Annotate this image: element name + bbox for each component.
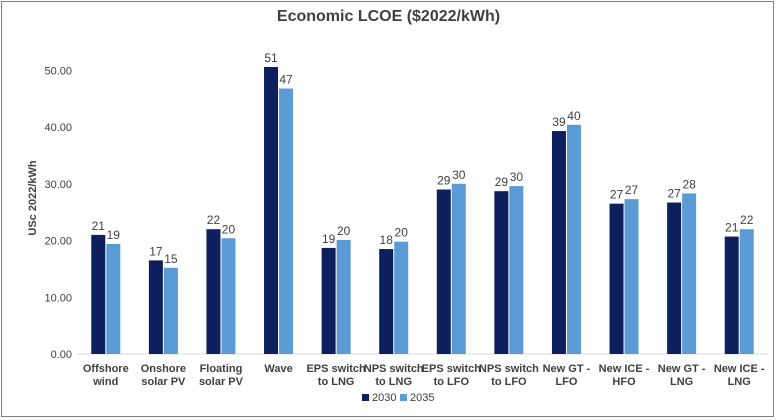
data-label-2030-0: 21: [92, 219, 106, 233]
y-tick-label: 50.00: [44, 65, 72, 77]
bar-2030-1: [148, 260, 163, 354]
data-label-2035-3: 47: [279, 73, 293, 87]
data-label-2030-2: 22: [207, 213, 221, 227]
data-label-2035-2: 20: [222, 222, 236, 236]
y-tick-label: 10.00: [44, 292, 72, 304]
chart-title: Economic LCOE ($2022/kWh): [276, 8, 501, 25]
y-tick-label: 40.00: [44, 122, 72, 134]
data-label-2030-6: 29: [437, 173, 451, 187]
category-label: Offshore: [83, 363, 129, 375]
category-label: HFO: [612, 376, 636, 388]
category-label: NPS switch: [364, 363, 424, 375]
category-label: LNG: [670, 376, 693, 388]
category-label: solar PV: [199, 376, 244, 388]
bar-2030-8: [551, 131, 566, 354]
category-label: to LFO: [434, 376, 470, 388]
bar-2030-0: [91, 234, 106, 354]
y-tick-label: 20.00: [44, 236, 72, 248]
bar-2035-6: [451, 183, 466, 354]
data-label-2030-5: 18: [380, 233, 394, 247]
data-label-2035-8: 40: [567, 109, 581, 123]
data-label-2030-9: 27: [610, 188, 624, 202]
category-label: EPS switch: [422, 363, 482, 375]
y-axis-label: USc 2022/kWh: [27, 160, 39, 235]
data-label-2035-10: 28: [682, 177, 696, 191]
bar-2035-2: [221, 238, 236, 354]
category-label: to LNG: [375, 376, 412, 388]
data-label-2035-9: 27: [625, 183, 639, 197]
bar-2035-8: [566, 124, 581, 355]
data-label-2035-6: 30: [452, 168, 466, 182]
bar-2030-5: [379, 249, 394, 354]
bar-2035-0: [106, 243, 121, 354]
bar-2035-10: [682, 193, 697, 354]
data-label-2035-1: 15: [164, 252, 178, 266]
category-label: to LFO: [491, 376, 527, 388]
category-label: solar PV: [141, 376, 186, 388]
data-label-2030-4: 19: [322, 232, 336, 246]
bar-2030-3: [264, 66, 279, 355]
category-label: Floating: [200, 363, 243, 375]
data-label-2030-7: 29: [495, 175, 509, 189]
bar-2030-6: [436, 189, 451, 354]
category-label: wind: [92, 376, 118, 388]
category-label: New GT -: [658, 363, 706, 375]
category-label: to LNG: [318, 376, 355, 388]
bar-2035-4: [336, 239, 351, 354]
bar-2030-11: [724, 236, 739, 354]
category-label: NPS switch: [479, 363, 539, 375]
bar-2030-7: [494, 191, 509, 354]
bar-2030-10: [667, 202, 682, 354]
category-label: New GT -: [543, 363, 591, 375]
category-label: Onshore: [141, 363, 186, 375]
bar-2030-9: [609, 203, 624, 354]
data-label-2035-0: 19: [107, 228, 121, 242]
bar-2035-3: [279, 88, 294, 355]
data-label-2035-4: 20: [337, 224, 351, 238]
y-tick-label: 30.00: [44, 179, 72, 191]
category-label: New ICE -: [714, 363, 765, 375]
legend-label-2035: 2035: [410, 392, 434, 404]
data-label-2030-11: 21: [725, 221, 739, 235]
data-label-2035-5: 20: [395, 226, 409, 240]
data-label-2030-1: 17: [149, 244, 163, 258]
bar-2035-5: [394, 241, 409, 354]
legend-swatch-2035: [400, 394, 407, 401]
category-label: EPS switch: [306, 363, 366, 375]
bar-2030-2: [206, 229, 221, 354]
category-label: New ICE -: [599, 363, 650, 375]
bar-2035-11: [739, 229, 754, 354]
bar-2035-7: [509, 186, 524, 354]
legend-label-2030: 2030: [372, 392, 396, 404]
data-label-2030-3: 51: [264, 51, 278, 65]
category-label: LFO: [555, 376, 577, 388]
data-label-2030-8: 39: [552, 115, 566, 129]
data-label-2035-7: 30: [510, 170, 524, 184]
data-label-2035-11: 22: [740, 213, 754, 227]
y-tick-label: 0.00: [51, 349, 72, 361]
bar-2030-4: [321, 247, 336, 354]
bar-2035-9: [624, 199, 639, 354]
legend-swatch-2030: [362, 394, 369, 401]
category-label: LNG: [728, 376, 751, 388]
bar-2035-1: [163, 267, 178, 354]
category-label: Wave: [264, 363, 292, 375]
data-label-2030-10: 27: [667, 187, 681, 201]
